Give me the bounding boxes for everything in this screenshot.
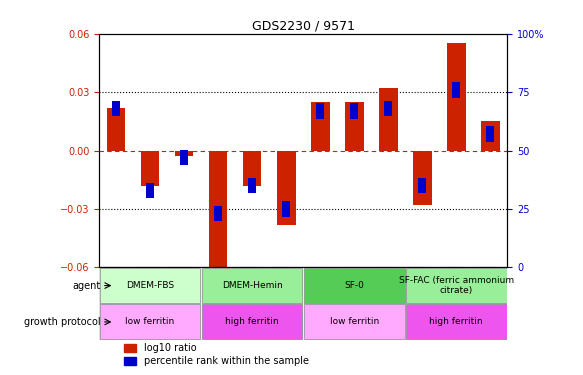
Bar: [248, 178, 257, 194]
Bar: [447, 44, 466, 151]
Bar: [481, 122, 500, 151]
Bar: [452, 82, 461, 98]
Bar: [379, 88, 398, 151]
Bar: [316, 103, 324, 118]
Bar: [99, 267, 114, 304]
Bar: [209, 151, 227, 273]
Text: high ferritin: high ferritin: [430, 317, 483, 326]
Bar: [112, 101, 120, 116]
Bar: [202, 268, 303, 303]
Bar: [141, 151, 160, 186]
Bar: [175, 151, 194, 156]
Text: low ferritin: low ferritin: [329, 317, 379, 326]
Bar: [486, 126, 494, 142]
Bar: [243, 151, 262, 186]
Bar: [277, 151, 296, 225]
Text: growth protocol: growth protocol: [24, 317, 101, 327]
Bar: [99, 304, 114, 340]
Bar: [350, 103, 359, 118]
Bar: [282, 201, 290, 217]
Bar: [100, 268, 201, 303]
Bar: [418, 178, 426, 194]
Bar: [406, 268, 507, 303]
Bar: [100, 304, 201, 339]
Text: low ferritin: low ferritin: [125, 317, 175, 326]
Text: agent: agent: [72, 280, 101, 291]
Bar: [304, 268, 405, 303]
Title: GDS2230 / 9571: GDS2230 / 9571: [252, 20, 354, 33]
Bar: [304, 304, 405, 339]
Bar: [406, 304, 507, 339]
Bar: [107, 108, 125, 151]
Text: SF-FAC (ferric ammonium
citrate): SF-FAC (ferric ammonium citrate): [399, 276, 514, 295]
Legend: log10 ratio, percentile rank within the sample: log10 ratio, percentile rank within the …: [124, 344, 309, 366]
Bar: [202, 304, 303, 339]
Text: SF-0: SF-0: [344, 281, 364, 290]
Bar: [384, 101, 392, 116]
Bar: [413, 151, 431, 205]
Text: high ferritin: high ferritin: [226, 317, 279, 326]
Bar: [146, 183, 154, 198]
Text: DMEM-Hemin: DMEM-Hemin: [222, 281, 283, 290]
Text: DMEM-FBS: DMEM-FBS: [126, 281, 174, 290]
Bar: [180, 150, 188, 165]
Bar: [214, 206, 222, 222]
Bar: [311, 102, 329, 151]
Bar: [345, 102, 364, 151]
